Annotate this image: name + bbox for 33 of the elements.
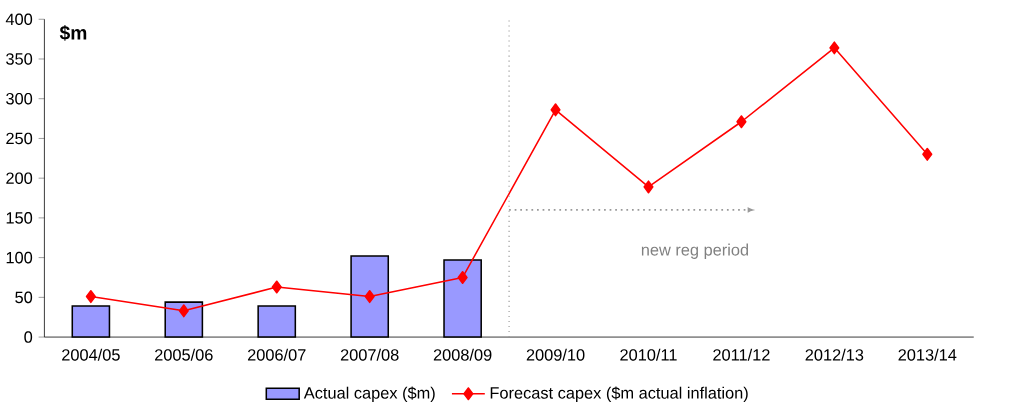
x-tick-label: 2010/11 xyxy=(620,348,677,361)
y-axis-title: $m xyxy=(59,25,87,41)
x-tick-label: 2004/05 xyxy=(62,348,120,361)
x-tick-label: 2007/08 xyxy=(340,348,399,361)
y-tick-label: 300 xyxy=(6,92,33,105)
x-tick-label: 2008/09 xyxy=(433,348,492,361)
y-tick-label: 400 xyxy=(5,13,33,26)
y-tick-label: 150 xyxy=(6,212,33,224)
y-tick-label: 50 xyxy=(15,291,33,304)
point xyxy=(457,270,468,285)
point xyxy=(643,180,654,194)
point xyxy=(178,304,189,318)
y-tick-label: 0 xyxy=(24,331,33,343)
point xyxy=(550,103,561,117)
point xyxy=(922,147,933,161)
y-tick-label: 200 xyxy=(6,172,33,184)
x-tick-label: 2012/13 xyxy=(805,348,864,361)
y-tick-label: 350 xyxy=(6,53,33,65)
point xyxy=(736,115,747,129)
annotation: new reg period xyxy=(641,243,749,259)
x-tick-label: 2005/06 xyxy=(155,348,213,361)
point xyxy=(829,41,840,55)
x-tick-label: 2006/07 xyxy=(247,348,306,361)
y-tick-label: 250 xyxy=(6,132,33,145)
x-tick-label: 2011/12 xyxy=(713,348,770,361)
x-tick-label: 2013/14 xyxy=(898,348,957,361)
point xyxy=(271,280,282,294)
point xyxy=(364,290,375,304)
x-tick-label: 2009/10 xyxy=(526,348,585,361)
point xyxy=(85,290,96,304)
legend-label: Actual capex ($m) xyxy=(303,386,435,402)
y-tick-label: 100 xyxy=(6,251,33,264)
legend-label: Forecast capex ($m actual inflation) xyxy=(490,386,748,402)
